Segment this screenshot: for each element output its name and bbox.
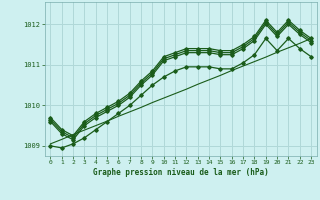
X-axis label: Graphe pression niveau de la mer (hPa): Graphe pression niveau de la mer (hPa)	[93, 168, 269, 177]
